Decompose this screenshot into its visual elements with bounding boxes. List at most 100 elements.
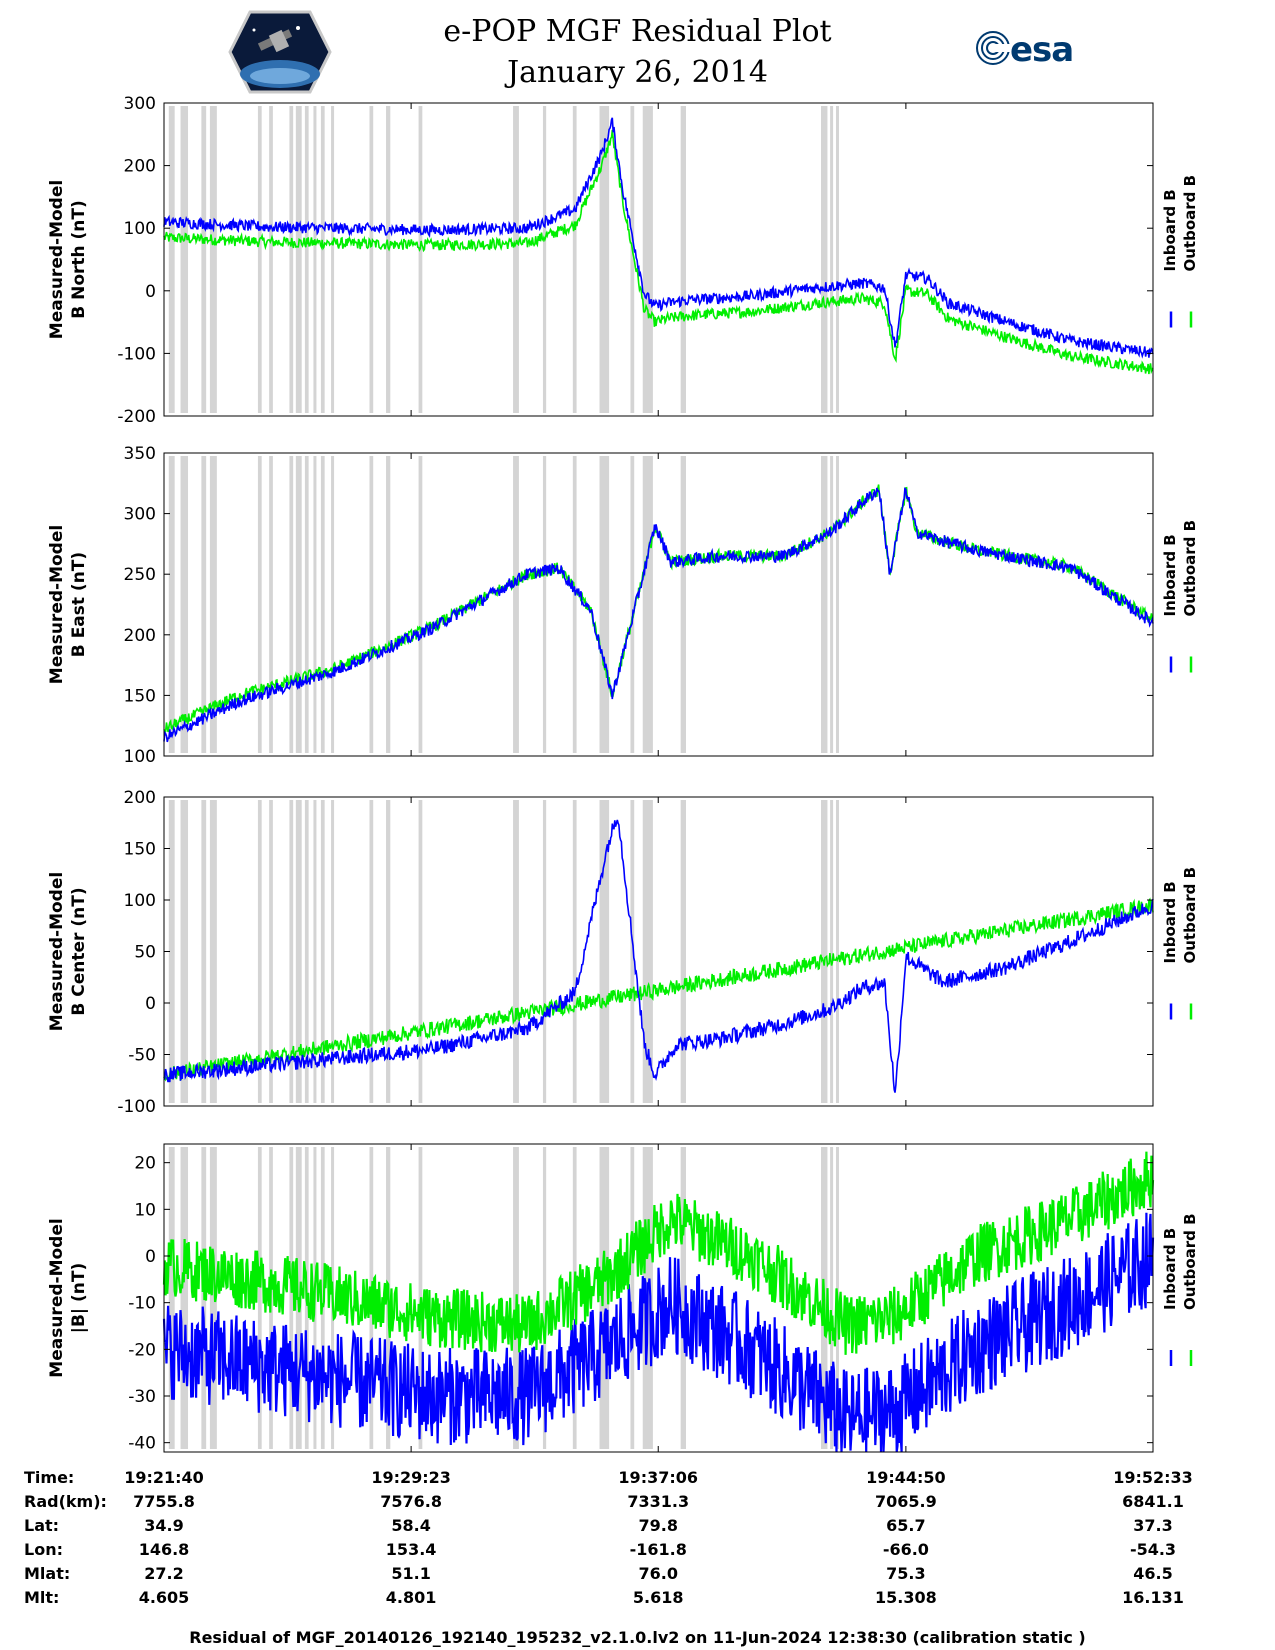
y-tick-label: 300 [124, 505, 156, 525]
y-tick-label: 150 [124, 686, 156, 706]
y-tick-label: 0 [145, 994, 156, 1014]
series-inboard [163, 819, 1154, 1093]
data-gap [269, 106, 273, 413]
footnote: Residual of MGF_20140126_192140_195232_v… [189, 1628, 1086, 1647]
data-gap [257, 1147, 262, 1449]
y-tick-label: 100 [124, 891, 156, 911]
legend-outboard: Outboard B [1181, 867, 1199, 964]
data-gap [630, 106, 635, 413]
data-gap [642, 800, 653, 1103]
cassiope-logo-icon [228, 10, 332, 94]
data-gap [680, 106, 686, 413]
y-tick-label: 200 [124, 626, 156, 646]
panel-2: 100 150 200 250 300 350 Measured-Model B East (… [47, 444, 1199, 767]
data-gap [542, 800, 547, 1103]
data-gap [680, 800, 686, 1103]
data-gap [168, 1147, 175, 1449]
y-tick-label: -50 [128, 1046, 156, 1066]
data-gap [289, 106, 294, 413]
series-inboard [162, 1212, 1155, 1453]
series-outboard [163, 484, 1154, 734]
data-gap [180, 106, 189, 413]
data-gap [572, 106, 577, 413]
legend-inboard: Inboard B [1161, 1228, 1179, 1310]
y-axis-label: Measured-Model [47, 180, 67, 339]
data-gap [599, 456, 610, 753]
chart-date: January 26, 2014 [507, 55, 768, 90]
data-gap [542, 106, 547, 413]
data-gap [572, 456, 577, 753]
y-tick-label: 200 [124, 788, 156, 808]
data-gap [331, 800, 335, 1103]
data-gap [642, 456, 653, 753]
y-tick-label: 300 [124, 94, 156, 114]
legend-inboard: Inboard B [1161, 881, 1179, 963]
data-gap [642, 106, 653, 413]
data-gap [180, 800, 189, 1103]
data-gap [289, 800, 294, 1103]
data-gap [599, 800, 610, 1103]
y-axis-label: B Center (nT) [69, 887, 89, 1015]
y-tick-label: 10 [134, 1200, 156, 1220]
legend-outboard: Outboard B [1181, 1213, 1199, 1310]
y-tick-label: 0 [145, 1247, 156, 1267]
y-tick-label: 350 [124, 444, 156, 464]
plot-frame [163, 452, 1154, 757]
data-gap [630, 1147, 635, 1449]
data-gap [289, 456, 294, 753]
y-tick-label: -40 [128, 1434, 156, 1454]
panel-1: -200 -100 0 100 200 300 Measured-Model B North … [47, 94, 1199, 427]
data-gap [201, 800, 207, 1103]
data-gap [513, 800, 519, 1103]
data-gap [289, 1147, 294, 1449]
y-tick-label: 100 [124, 219, 156, 239]
y-tick-label: -10 [128, 1294, 156, 1314]
data-gap [320, 456, 325, 753]
y-axis-label: B East (nT) [69, 552, 89, 657]
y-tick-label: 100 [124, 747, 156, 767]
data-gap [209, 106, 217, 413]
data-gap [320, 106, 325, 413]
data-gap [599, 1147, 610, 1449]
esa-logo-icon [976, 31, 1011, 65]
panel-3: -100 -50 0 50 100 150 200 Measured-Model B Cente… [47, 788, 1199, 1117]
data-gap [386, 456, 391, 753]
data-gap [209, 800, 217, 1103]
chart-title: e-POP MGF Residual Plot [443, 14, 832, 49]
data-gap [369, 456, 374, 753]
data-gap [304, 456, 309, 753]
data-gap [835, 456, 839, 753]
data-gap [269, 456, 273, 753]
series-outboard [163, 129, 1154, 375]
data-gap [630, 456, 635, 753]
panel-4: -40 -30 -20 -10 0 10 20 Measured-Model |B| (nT) I… [47, 1143, 1199, 1454]
data-gap [830, 106, 834, 413]
data-gap [304, 800, 309, 1103]
data-gap [168, 800, 175, 1103]
data-gap [599, 106, 610, 413]
data-gap [331, 106, 335, 413]
data-gap [201, 106, 207, 413]
legend-inboard: Inboard B [1161, 534, 1179, 616]
data-gap [304, 106, 309, 413]
data-gap [313, 456, 317, 753]
data-gap [513, 106, 519, 413]
data-gap [313, 800, 317, 1103]
data-gap [209, 1147, 217, 1449]
data-gap [830, 456, 834, 753]
data-gap [331, 456, 335, 753]
data-gap [418, 456, 423, 753]
data-gap [180, 456, 189, 753]
data-gap [418, 800, 423, 1103]
series-outboard [162, 1151, 1155, 1355]
y-tick-label: 250 [124, 565, 156, 585]
data-gap [369, 800, 374, 1103]
y-tick-label: -30 [128, 1387, 156, 1407]
y-tick-label: -100 [117, 344, 156, 364]
y-tick-label: -100 [117, 1097, 156, 1117]
data-gap [680, 1147, 686, 1449]
data-gap [821, 800, 828, 1103]
data-gap [313, 106, 317, 413]
data-gap [201, 456, 207, 753]
